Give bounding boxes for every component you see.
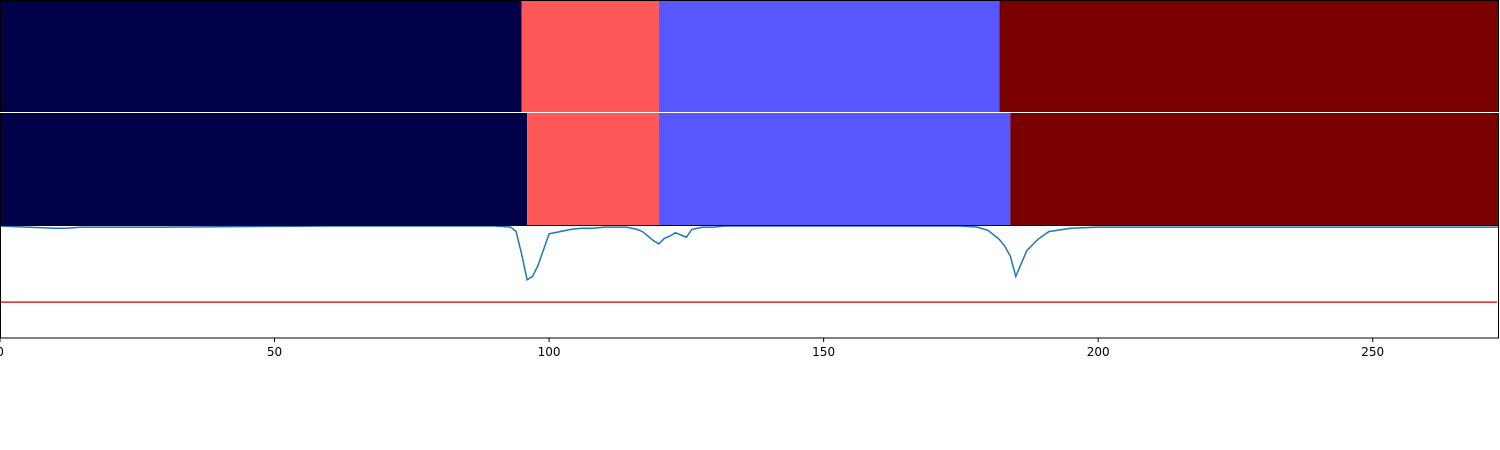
- frame-border: [0, 0, 1499, 339]
- segment-top-1: [0, 1, 522, 112]
- x-tick-label: 150: [812, 345, 835, 359]
- segment-top-3: [658, 1, 1000, 112]
- segment-bottom-4: [1010, 113, 1499, 225]
- x-axis: 0 50 100 150 200 250: [0, 338, 1384, 359]
- x-tick-label: 50: [267, 345, 282, 359]
- segmentation-row-top: [0, 1, 1499, 112]
- signal-series-line: [0, 225, 1499, 281]
- x-tick-label: 0: [0, 345, 4, 359]
- x-tick-label: 100: [538, 345, 561, 359]
- segment-bottom-2: [527, 113, 659, 225]
- segment-bottom-1: [0, 113, 528, 225]
- segmentation-row-bottom: [0, 113, 1499, 225]
- segment-top-4: [999, 1, 1499, 112]
- segment-top-2: [521, 1, 659, 112]
- chart-frame: [0, 0, 1499, 339]
- signal-panel-background: [0, 226, 1499, 338]
- x-tick-label: 200: [1087, 345, 1110, 359]
- signal-panel: [0, 225, 1499, 338]
- x-tick-label: 250: [1361, 345, 1384, 359]
- segment-bottom-3: [658, 113, 1011, 225]
